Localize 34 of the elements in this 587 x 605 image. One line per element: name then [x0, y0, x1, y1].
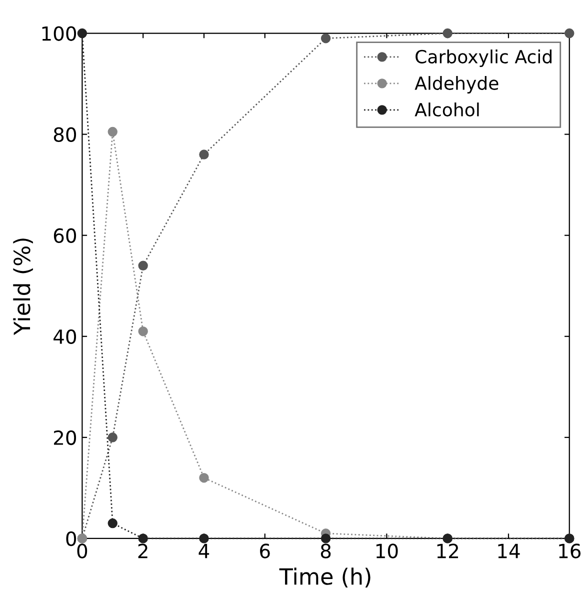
point	[77, 28, 88, 38]
x-tick-label: 16	[559, 544, 581, 558]
y-tick-label: 100	[42, 26, 76, 41]
point	[320, 33, 331, 44]
legend-label: Aldehyde	[414, 76, 498, 94]
point	[108, 432, 118, 442]
legend-label: Alcohol	[414, 102, 479, 117]
point	[199, 472, 209, 483]
x-tick-label: 0	[77, 544, 88, 558]
point	[138, 534, 148, 544]
point	[108, 518, 118, 528]
y-tick-label: 40	[54, 329, 76, 344]
x-tick-label: 6	[260, 544, 270, 558]
point	[108, 126, 118, 137]
x-tick-label: 2	[138, 544, 148, 558]
y-tick-label: 60	[54, 228, 76, 244]
point	[564, 28, 574, 38]
y-tick-label: 80	[54, 127, 76, 142]
x-tick-label: 14	[498, 544, 520, 558]
point	[199, 150, 209, 160]
x-tick-label: 4	[198, 544, 210, 558]
x-tick-label: 12	[437, 544, 458, 558]
y-tick-label: 0	[66, 531, 76, 546]
x-tick-label: 8	[320, 544, 331, 558]
point	[320, 534, 331, 544]
legend-label: Carboxylic Acid	[416, 50, 552, 67]
point	[138, 326, 148, 336]
point	[199, 534, 209, 544]
x-tick-label: 10	[376, 544, 398, 558]
point	[138, 260, 148, 271]
x-axis-title: Time (h)	[279, 568, 370, 588]
y-tick-label: 20	[54, 430, 76, 446]
y-axis-title: Yield (%)	[13, 238, 33, 336]
point	[442, 28, 452, 38]
